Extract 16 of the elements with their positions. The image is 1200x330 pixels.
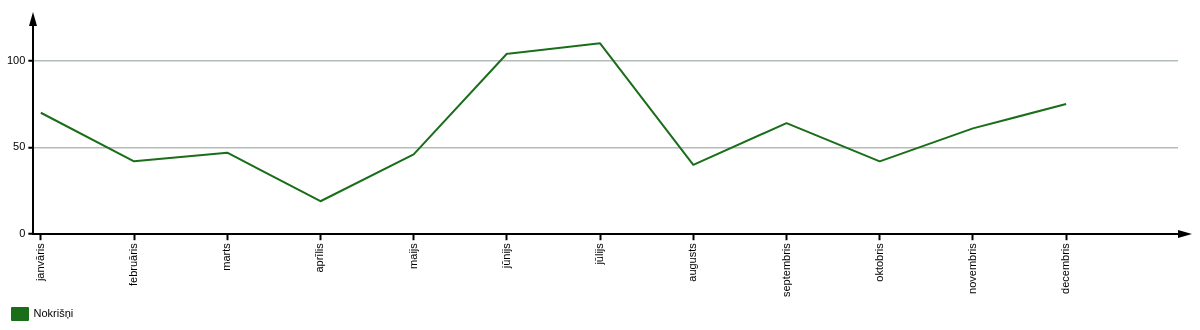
- legend-label: Nokrišņi: [33, 307, 74, 320]
- x-tick-label: aprīlis: [313, 242, 326, 273]
- x-tick-label: marts: [220, 242, 233, 271]
- y-tick-label: 100: [6, 53, 26, 66]
- x-tick-label: oktobris: [872, 242, 885, 282]
- x-tick-label: jūnijs: [499, 242, 512, 270]
- x-tick-label: februāris: [127, 242, 140, 286]
- x-tick-label: novembris: [965, 242, 978, 294]
- x-tick-label: janvāris: [33, 242, 46, 283]
- y-tick-label: 50: [13, 140, 26, 153]
- x-tick-label: septembris: [779, 242, 792, 297]
- x-tick-label: jūlijs: [593, 242, 606, 266]
- x-tick-label: decembris: [1059, 242, 1072, 294]
- x-tick-label: maijs: [406, 242, 419, 269]
- y-tick-label: 0: [19, 227, 26, 240]
- x-tick-label: augusts: [686, 242, 699, 282]
